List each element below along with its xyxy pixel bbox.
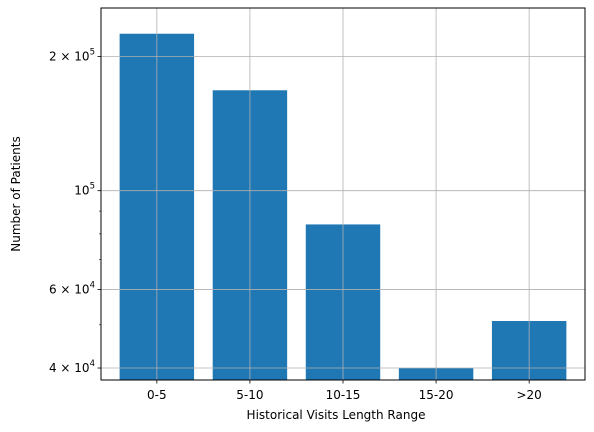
- axis-ticks: 0-5 5-10 10-15 15-20 >20 4 × 104 6 × 104 105 2 ×…: [49, 48, 542, 402]
- x-axis-label: Historical Visits Length Range: [247, 408, 426, 422]
- x-tick-label-0: 0-5: [147, 388, 167, 402]
- y-axis-label: Number of Patients: [9, 136, 23, 251]
- plot-frame: [100, 7, 586, 381]
- y-tick-label-3: 2 × 105: [49, 48, 95, 64]
- y-tick-label-0: 4 × 104: [49, 359, 95, 375]
- y-tick-label-1: 6 × 104: [49, 281, 95, 297]
- grid-lines: [101, 8, 585, 380]
- y-tick-label-2: 105: [74, 182, 95, 198]
- x-tick-label-1: 5-10: [236, 388, 263, 402]
- x-tick-label-2: 10-15: [326, 388, 361, 402]
- x-tick-label-3: 15-20: [419, 388, 454, 402]
- x-tick-label-4: >20: [516, 388, 541, 402]
